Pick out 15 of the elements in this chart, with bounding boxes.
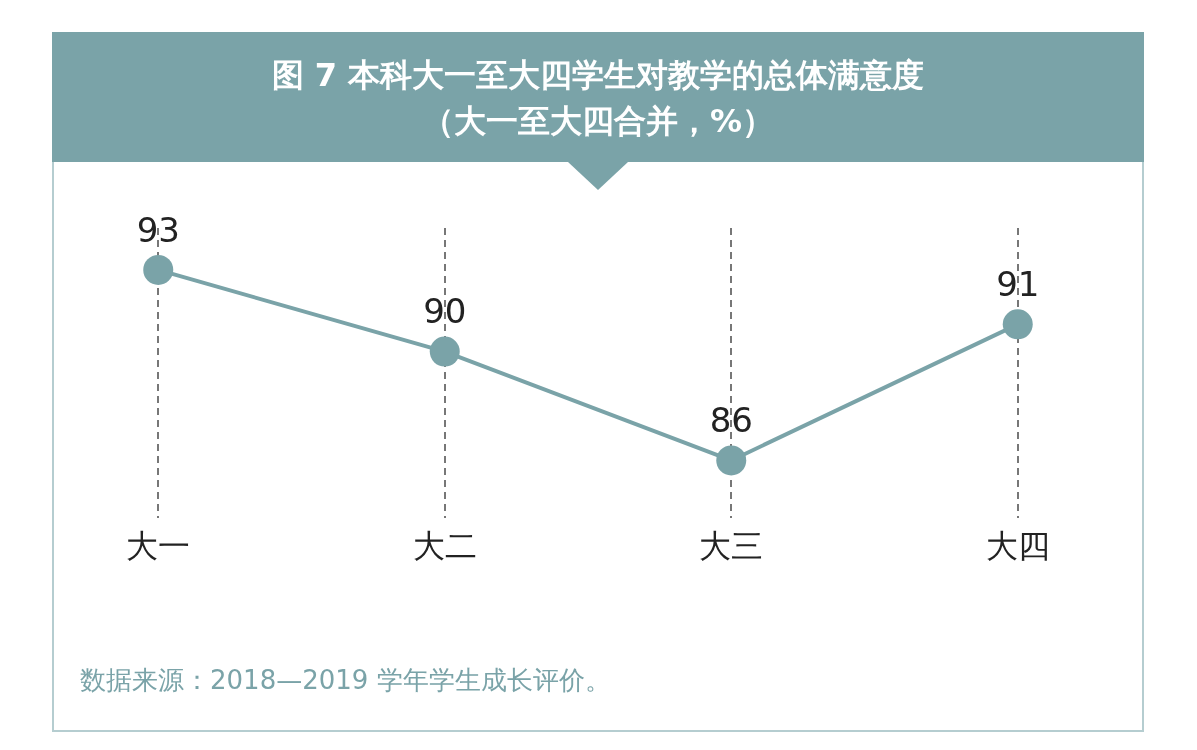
source-note: 数据来源：2018—2019 学年学生成长评价。	[80, 664, 611, 697]
point	[429, 336, 460, 367]
point	[716, 445, 747, 476]
data-label: 86	[709, 400, 753, 441]
chart-subtitle: （大一至大四合并，%）	[420, 101, 776, 142]
x-tick-label: 大二	[412, 527, 477, 566]
data-label: 90	[423, 291, 467, 332]
data-label: 93	[136, 209, 180, 250]
x-tick-label: 大三	[699, 527, 764, 566]
x-tick-label: 大一	[126, 527, 191, 566]
data-label: 91	[996, 264, 1040, 305]
point	[143, 254, 174, 285]
x-tick-label: 大四	[985, 527, 1050, 566]
point	[1002, 309, 1033, 340]
chart-title: 图 7 本科大一至大四学生对教学的总体满意度	[270, 55, 926, 96]
